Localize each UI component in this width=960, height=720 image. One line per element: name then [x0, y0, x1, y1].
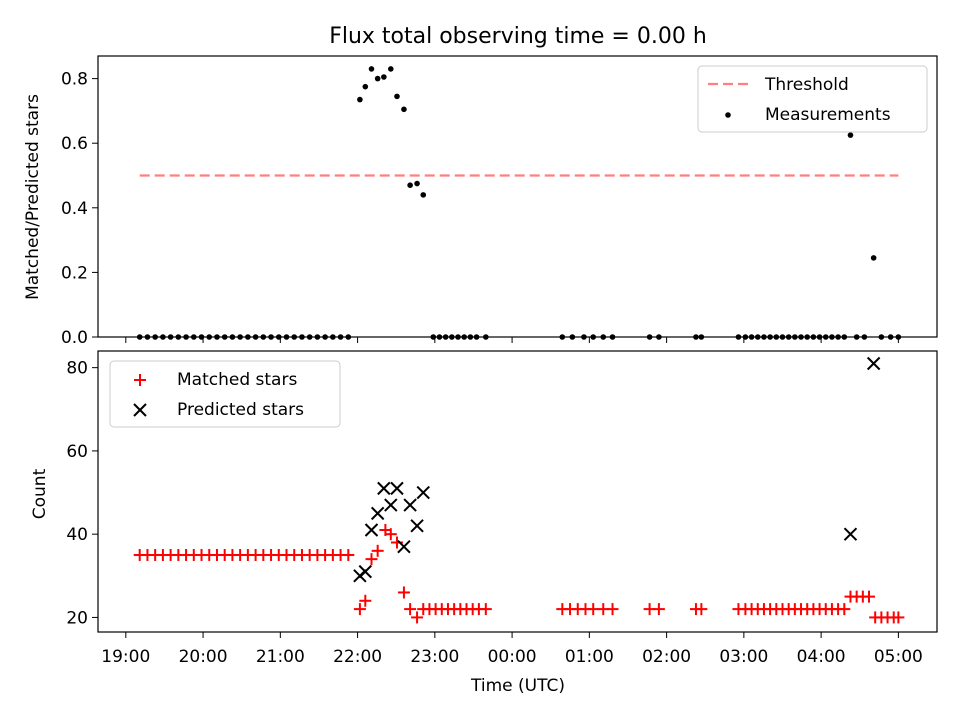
predicted-star-marker-b: [416, 485, 430, 500]
predicted-star-marker-b: [358, 564, 373, 579]
predicted-star-marker-b: [843, 527, 858, 541]
bottom-legend-box: [109, 360, 341, 428]
predicted-star-marker: [397, 539, 411, 554]
x-tick-label: 23:00: [410, 647, 459, 667]
x-tick-label: 05:00: [874, 647, 923, 667]
bottom-y-ticks: 20 40 60 80: [66, 359, 98, 628]
x-tick-label: 20:00: [179, 647, 228, 667]
top-y-ticks: 0.0 0.2 0.4 0.6 0.8: [61, 70, 98, 348]
bottom-x-ticks: 19:00 20:00 21:00 22:00 23:00 00:00 01:00 02:00…: [101, 632, 923, 667]
x-tick-label: 04:00: [797, 647, 846, 667]
predicted-star-marker: [384, 498, 398, 512]
predicted-star-marker: [866, 356, 881, 371]
predicted-star-marker-b: [403, 498, 417, 512]
measurement-point: [381, 74, 387, 80]
matched-star-marker: [606, 603, 619, 616]
top-y-tick-label: 0.0: [61, 328, 88, 348]
matched-star-marker: [695, 603, 708, 616]
bottom-y-axis-label: Count: [30, 468, 50, 519]
measurement-point: [401, 106, 407, 113]
measurement-point: [870, 255, 877, 261]
measurement-point: [414, 180, 420, 187]
x-tick-label: 00:00: [488, 647, 537, 667]
predicted-star-marker-b: [397, 539, 411, 554]
top-y-tick-label: 0.4: [61, 199, 88, 219]
measurement-point: [374, 75, 381, 82]
matched-star-marker: [892, 611, 905, 624]
legend-matched-label: Matched stars: [177, 370, 297, 390]
bottom-plot-frame: [97, 350, 938, 633]
predicted-star-marker: [843, 527, 858, 541]
measurement-point: [394, 93, 400, 100]
matched-star-marker: [479, 603, 492, 616]
predicted-star-marker: [358, 564, 373, 579]
matched-star-marker: [371, 544, 384, 557]
legend-measurements-swatch: [725, 112, 731, 118]
predicted-star-marker: [410, 519, 424, 533]
matched-star-marker: [652, 603, 665, 616]
matched-star-marker: [384, 528, 397, 541]
top-plot-frame: [97, 55, 938, 338]
matched-star-marker: [838, 603, 851, 616]
predicted-star-marker: [390, 481, 404, 496]
predicted-star-marker-b: [364, 523, 379, 537]
legend-predicted-swatch: [133, 403, 147, 417]
measurement-point: [357, 96, 363, 103]
legend-measurements-label: Measurements: [765, 105, 891, 125]
measurement-point: [420, 192, 427, 198]
legend-predicted-label: Predicted stars: [177, 400, 304, 420]
predicted-star-marker-b: [370, 506, 385, 521]
matched-star-marker: [397, 586, 410, 599]
measurement-point: [368, 66, 375, 72]
bottom-panel: 20 40 60 80 19:00 20:00 21:00 22:00 23:00 00:00 0…: [30, 350, 938, 696]
predicted-stars-points: [353, 356, 881, 583]
top-y-tick-label: 0.2: [61, 263, 88, 283]
predicted-star-marker-b: [390, 481, 404, 496]
measurement-point: [407, 182, 413, 188]
bottom-y-tick-label: 80: [66, 359, 88, 379]
predicted-star-marker: [364, 523, 379, 537]
x-tick-label: 21:00: [256, 647, 305, 667]
bottom-y-tick-label: 40: [66, 525, 88, 545]
top-panel: 0.00.20.40.60.8 Matched/Predicted stars …: [23, 55, 938, 348]
matched-stars-points: [133, 524, 905, 624]
matched-star-marker: [359, 594, 372, 607]
x-tick-label: 02:00: [642, 647, 691, 667]
bottom-legend: Matched stars Predicted stars: [109, 360, 341, 428]
matched-star-marker: [411, 611, 424, 624]
measurement-point: [847, 132, 854, 138]
measurement-point: [362, 83, 369, 90]
predicted-star-marker-b: [377, 481, 391, 496]
top-y-tick-label: 0.8: [61, 70, 88, 90]
x-axis-label: Time (UTC): [470, 676, 565, 696]
x-tick-label: 22:00: [333, 647, 382, 667]
x-tick-label: 03:00: [719, 647, 768, 667]
matched-star-marker: [863, 590, 876, 603]
legend-matched-swatch: [134, 374, 146, 386]
predicted-star-marker-b: [384, 498, 398, 512]
predicted-star-marker: [377, 481, 391, 496]
predicted-star-marker-b: [410, 519, 424, 533]
predicted-star-marker: [370, 506, 385, 521]
bottom-y-tick-label: 60: [66, 442, 88, 462]
matched-star-marker: [404, 603, 417, 616]
predicted-star-marker: [416, 485, 430, 500]
top-y-axis-label: Matched/Predicted stars: [23, 94, 43, 300]
top-y-tick-label: 0.6: [61, 134, 88, 154]
matched-star-marker: [353, 603, 366, 616]
matched-star-marker: [342, 548, 355, 561]
top-legend-box: [697, 65, 928, 133]
measurement-point: [388, 66, 394, 72]
chart-title: Flux total observing time = 0.00 h: [329, 24, 707, 49]
x-tick-label: 01:00: [565, 647, 614, 667]
x-tick-label: 19:00: [101, 647, 150, 667]
matched-star-marker: [587, 603, 600, 616]
matched-star-marker: [365, 553, 378, 566]
top-legend: Threshold Measurements: [697, 65, 928, 133]
predicted-star-marker-b: [866, 356, 881, 371]
bottom-y-tick-label: 20: [66, 608, 88, 628]
predicted-star-marker: [403, 498, 417, 512]
legend-threshold-label: Threshold: [764, 75, 849, 95]
